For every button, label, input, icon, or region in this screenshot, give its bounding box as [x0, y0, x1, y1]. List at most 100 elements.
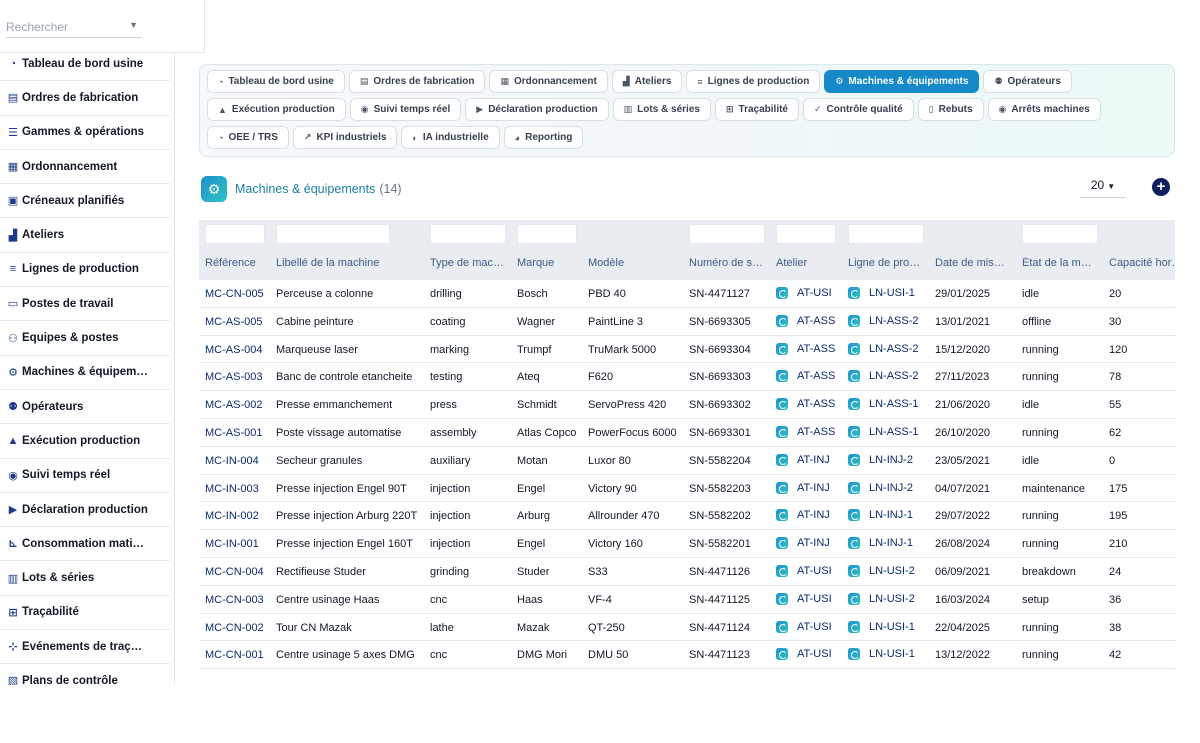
sidebar-item[interactable]: ▟ Ateliers: [0, 218, 170, 253]
column-filter-input[interactable]: [430, 224, 506, 244]
table-row[interactable]: MC-AS-002 Presse emmanchement press Schmidt…: [199, 391, 1175, 419]
sidebar-item[interactable]: ▦ Ordonnancement: [0, 150, 170, 185]
column-header[interactable]: Capacité hor…: [1109, 257, 1175, 269]
sidebar-item[interactable]: ▧ Plans de contrôle: [0, 664, 170, 685]
workshop-link[interactable]: AT-INJ: [776, 453, 846, 466]
sidebar-item[interactable]: ▥ Lots & séries: [0, 561, 170, 596]
column-header[interactable]: Type de mac…: [430, 257, 504, 269]
reference-link[interactable]: MC-CN-004: [205, 565, 264, 578]
sidebar-item[interactable]: ⊞ Traçabilité: [0, 596, 170, 631]
table-row[interactable]: MC-IN-001 Presse injection Engel 160T inje…: [199, 530, 1175, 558]
reference-link[interactable]: MC-CN-005: [205, 288, 264, 300]
sidebar-item[interactable]: ☰ Gammes & opérations: [0, 116, 170, 150]
sidebar-item[interactable]: ⊾ Consommation mati…: [0, 527, 170, 562]
table-row[interactable]: MC-IN-004 Secheur granules auxiliary Motan L…: [199, 447, 1175, 475]
sidebar-item[interactable]: ⚇ Équipes & postes: [0, 321, 170, 356]
line-link[interactable]: LN-INJ-2: [848, 481, 932, 494]
line-link[interactable]: LN-USI-1: [848, 648, 932, 661]
tab-item[interactable]: ◕ Reporting: [503, 126, 584, 149]
tab-item[interactable]: ▥ Lots & séries: [612, 98, 711, 121]
table-row[interactable]: MC-AS-004 Marqueuse laser marking Trumpf Tru…: [199, 336, 1175, 364]
workshop-link[interactable]: AT-ASS: [776, 398, 846, 411]
line-link[interactable]: LN-USI-1: [848, 287, 932, 299]
reference-link[interactable]: MC-AS-003: [205, 371, 263, 384]
line-link[interactable]: LN-ASS-2: [848, 342, 932, 355]
sidebar-item[interactable]: ⚙ Machines & équipem…: [0, 356, 170, 390]
line-link[interactable]: LN-ASS-1: [848, 398, 932, 411]
workshop-link[interactable]: AT-USI: [776, 564, 846, 577]
reference-link[interactable]: MC-CN-002: [205, 621, 264, 634]
table-row[interactable]: MC-AS-003 Banc de controle etancheite test…: [199, 363, 1175, 392]
workshop-link[interactable]: AT-INJ: [776, 509, 846, 522]
caret-down-icon[interactable]: ▼: [129, 20, 138, 30]
workshop-link[interactable]: AT-USI: [776, 592, 846, 605]
line-link[interactable]: LN-ASS-2: [848, 314, 932, 327]
tab-item[interactable]: ◉ Arrêts machines: [987, 98, 1101, 121]
reference-link[interactable]: MC-AS-002: [205, 399, 263, 412]
line-link[interactable]: LN-ASS-1: [848, 425, 932, 438]
tab-item[interactable]: ◐ IA industrielle: [401, 126, 500, 149]
line-link[interactable]: LN-USI-2: [848, 592, 932, 605]
sidebar-item[interactable]: ◔ Tableau de bord usine: [0, 47, 170, 82]
workshop-link[interactable]: AT-USI: [776, 648, 846, 661]
workshop-link[interactable]: AT-USI: [776, 287, 846, 299]
reference-link[interactable]: MC-IN-002: [205, 510, 259, 523]
tab-item[interactable]: ⚙ Machines & équipements: [824, 70, 980, 93]
tab-item[interactable]: ▯ Rebuts: [917, 98, 984, 121]
reference-link[interactable]: MC-AS-004: [205, 343, 263, 356]
sidebar-item[interactable]: ⚉ Opérateurs: [0, 390, 170, 425]
sidebar-item[interactable]: ⊹ Événements de traç…: [0, 630, 170, 665]
reference-link[interactable]: MC-AS-005: [205, 315, 263, 328]
tab-item[interactable]: ▲ Exécution production: [207, 98, 346, 121]
tab-item[interactable]: ◔ Tableau de bord usine: [207, 70, 345, 93]
column-header[interactable]: Référence: [205, 257, 256, 269]
line-link[interactable]: LN-USI-1: [848, 620, 932, 633]
reference-link[interactable]: MC-IN-004: [205, 454, 259, 467]
column-filter-input[interactable]: [848, 224, 924, 244]
add-record-button[interactable]: +: [1152, 178, 1170, 196]
column-filter-input[interactable]: [689, 224, 765, 244]
tab-item[interactable]: ◉ Suivi temps réel: [349, 98, 462, 121]
table-row[interactable]: MC-IN-003 Presse injection Engel 90T injec…: [199, 475, 1175, 503]
table-row[interactable]: MC-CN-001 Centre usinage 5 axes DMG cnc DMG…: [199, 641, 1175, 670]
sidebar-item[interactable]: ≡ Lignes de production: [0, 253, 170, 288]
reference-link[interactable]: MC-CN-003: [205, 593, 264, 606]
column-header[interactable]: Date de mis…: [935, 257, 1005, 269]
tab-item[interactable]: ⊞ Traçabilité: [714, 98, 799, 121]
sidebar-item[interactable]: ▭ Postes de travail: [0, 287, 170, 322]
reference-link[interactable]: MC-IN-003: [205, 482, 259, 495]
line-link[interactable]: LN-USI-2: [848, 564, 932, 577]
tab-item[interactable]: ▟ Ateliers: [611, 70, 683, 93]
column-filter-input[interactable]: [517, 224, 577, 244]
line-link[interactable]: LN-ASS-2: [848, 370, 932, 383]
workshop-link[interactable]: AT-ASS: [776, 342, 846, 355]
column-header[interactable]: Numéro de s…: [689, 257, 763, 269]
reference-link[interactable]: MC-AS-001: [205, 426, 263, 439]
workshop-link[interactable]: AT-INJ: [776, 537, 846, 550]
column-header[interactable]: Ligne de pro…: [848, 257, 921, 269]
reference-link[interactable]: MC-IN-001: [205, 538, 259, 551]
column-filter-input[interactable]: [205, 224, 265, 244]
line-link[interactable]: LN-INJ-2: [848, 453, 932, 466]
tab-item[interactable]: ◔ OEE / TRS: [207, 126, 289, 149]
tab-item[interactable]: ▤ Ordres de fabrication: [348, 70, 486, 93]
column-header[interactable]: État de la m…: [1022, 257, 1092, 269]
sidebar-item[interactable]: ▶ Déclaration production: [0, 493, 170, 528]
table-row[interactable]: MC-AS-001 Poste vissage automatise assembl…: [199, 419, 1175, 447]
column-header[interactable]: Marque: [517, 257, 555, 269]
tab-item[interactable]: ▶ Déclaration production: [465, 98, 609, 121]
column-filter-input[interactable]: [1022, 224, 1098, 244]
reference-link[interactable]: MC-CN-001: [205, 649, 264, 662]
tab-item[interactable]: ≡ Lignes de production: [686, 70, 821, 93]
sidebar-item[interactable]: ◉ Suivi temps réel: [0, 459, 170, 493]
search-input[interactable]: Rechercher ▼: [6, 16, 142, 38]
sidebar-item[interactable]: ▣ Créneaux planifiés: [0, 184, 170, 219]
tab-item[interactable]: ↗ KPI industriels: [292, 126, 398, 149]
workshop-link[interactable]: AT-INJ: [776, 481, 846, 494]
sidebar-item[interactable]: ▲ Exécution production: [0, 424, 170, 459]
table-row[interactable]: MC-CN-005 Perceuse a colonne drilling Bosch…: [199, 280, 1175, 308]
workshop-link[interactable]: AT-USI: [776, 620, 846, 633]
per-page-select[interactable]: 20 ▼: [1080, 178, 1126, 198]
column-header[interactable]: Libellé de la machine: [276, 257, 380, 269]
table-row[interactable]: MC-CN-002 Tour CN Mazak lathe Mazak QT-250 SN…: [199, 614, 1175, 642]
